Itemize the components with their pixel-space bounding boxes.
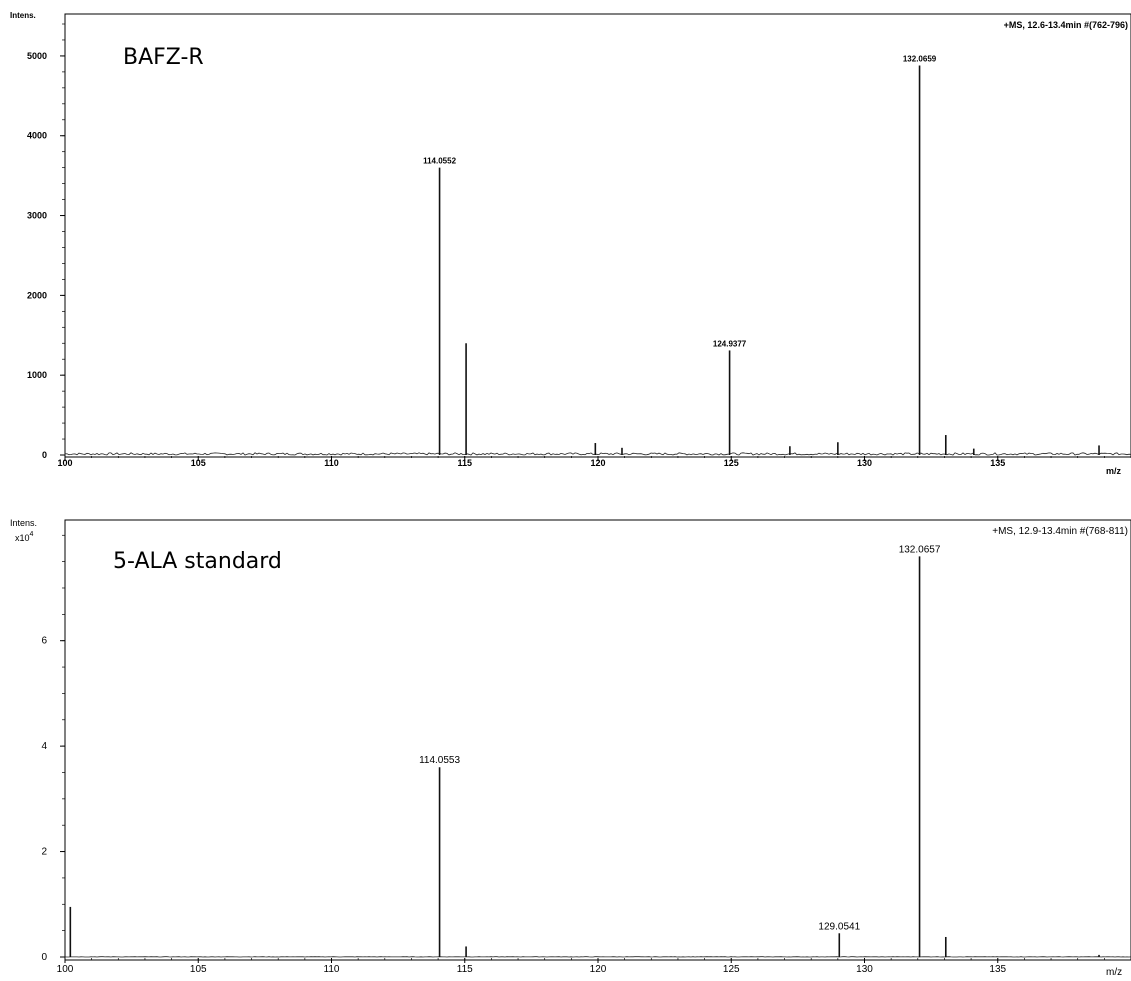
x-tick-label: 125 <box>724 458 739 468</box>
x-tick-label: 135 <box>989 964 1006 975</box>
x-tick-label: 105 <box>191 458 206 468</box>
y-axis-label: Intens. <box>10 11 36 20</box>
x-tick-label: 100 <box>57 458 72 468</box>
x-tick-label: 130 <box>857 458 872 468</box>
y-tick-label: 5000 <box>27 51 47 61</box>
peak-series: 114.0552 124.9377 132.0659 <box>423 55 1100 455</box>
peak-label: 124.9377 <box>713 339 747 348</box>
y-axis-multiplier: x104 <box>15 531 34 543</box>
peak-label: 132.0659 <box>903 55 937 64</box>
peak-label: 129.0541 <box>818 921 860 932</box>
x-tick-label: 115 <box>457 964 473 975</box>
plot-frame <box>64 13 1131 458</box>
x-tick-label: 105 <box>190 964 207 975</box>
y-axis-multiplier-exponent: 4 <box>30 531 34 538</box>
chart-title: BAFZ-R <box>123 45 204 70</box>
scan-info: +MS, 12.9-13.4min #(768-811) <box>992 526 1128 537</box>
baseline-trace <box>64 452 1131 456</box>
x-tick-label: 135 <box>990 458 1005 468</box>
x-tick-label: 100 <box>57 964 74 975</box>
y-tick-label: 6 <box>41 636 47 647</box>
scan-info: +MS, 12.6-13.4min #(762-796) <box>1004 20 1128 30</box>
y-axis-label: Intens. <box>10 518 37 528</box>
chart-title: 5-ALA standard <box>113 549 282 574</box>
noise-baseline <box>64 452 1131 456</box>
x-tick-label: 110 <box>324 964 340 975</box>
y-axis-multiplier-base: x10 <box>15 533 30 543</box>
peak-series: 114.0553 129.0541 132.0657 <box>69 544 1100 957</box>
peak-label: 114.0552 <box>423 157 456 166</box>
plot-frame <box>64 519 1131 961</box>
y-tick-label: 2 <box>41 847 47 858</box>
x-tick-label: 125 <box>723 964 740 975</box>
y-tick-label: 2000 <box>27 290 47 300</box>
y-tick-label: 1000 <box>27 370 47 380</box>
y-tick-label: 3000 <box>27 211 47 221</box>
peak-label: 132.0657 <box>899 544 941 555</box>
y-tick-label: 4000 <box>27 131 47 141</box>
x-tick-label: 130 <box>856 964 873 975</box>
y-tick-label: 0 <box>42 450 47 460</box>
peak-label: 114.0553 <box>419 755 460 766</box>
x-tick-label: 120 <box>590 964 607 975</box>
x-tick-label: 115 <box>457 458 472 468</box>
axis-ticks: 100 105 110 115 120 125 130 135 0 2 4 6 <box>41 534 1131 975</box>
x-tick-label: 110 <box>324 458 339 468</box>
spectrum-panel-bafz-r: Intens. +MS, 12.6-13.4min #(762-796) BAF… <box>10 11 1131 476</box>
x-axis-label: m/z <box>1106 967 1122 978</box>
x-axis-label: m/z <box>1106 466 1122 476</box>
spectrum-panel-5-ala-standard: Intens. x104 +MS, 12.9-13.4min #(768-811… <box>10 518 1131 978</box>
y-tick-label: 4 <box>41 741 47 752</box>
x-tick-label: 120 <box>590 458 605 468</box>
y-tick-label: 0 <box>41 952 47 963</box>
axis-ticks: 100 105 110 115 120 125 130 135 0 1000 2000 3000 400… <box>27 23 1131 468</box>
